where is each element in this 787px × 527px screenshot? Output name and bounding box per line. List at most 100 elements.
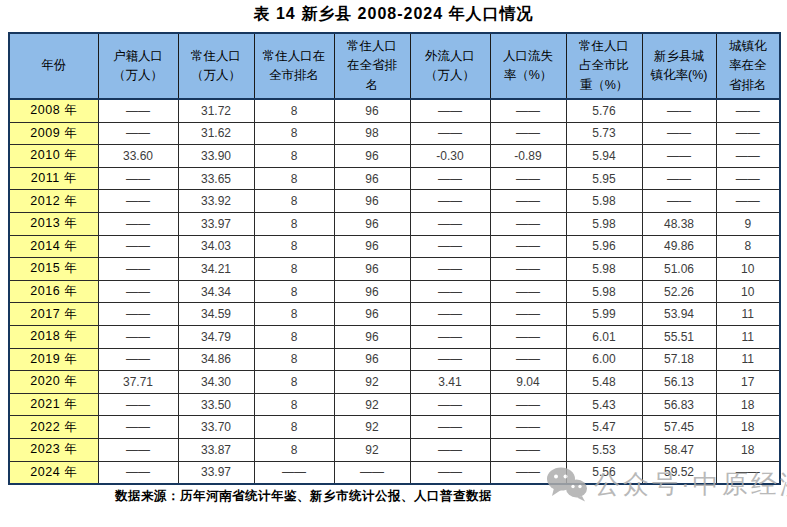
data-cell: —— <box>490 122 566 145</box>
year-cell: 2010 年 <box>9 145 98 168</box>
year-cell: 2017 年 <box>9 303 98 326</box>
data-cell: 33.92 <box>178 190 254 213</box>
column-header: 新乡县城镇化率(%) <box>642 33 716 99</box>
data-cell: —— <box>716 167 780 190</box>
column-header: 人口流失率（%） <box>490 33 566 99</box>
data-cell: —— <box>642 122 716 145</box>
data-cell: —— <box>98 99 178 122</box>
data-cell: 8 <box>254 258 334 281</box>
data-cell: 92 <box>334 371 410 394</box>
data-cell: —— <box>490 258 566 281</box>
data-cell: 33.50 <box>178 393 254 416</box>
data-cell: 17 <box>716 371 780 394</box>
table-row: 2008 年——31.72896————5.76———— <box>9 99 780 122</box>
data-cell: —— <box>98 393 178 416</box>
data-cell: 8 <box>254 348 334 371</box>
data-cell: —— <box>490 99 566 122</box>
column-header: 城镇化率在全省排名 <box>716 33 780 99</box>
data-cell: 5.76 <box>566 99 642 122</box>
data-cell: 8 <box>254 303 334 326</box>
data-cell: 8 <box>254 416 334 439</box>
data-cell: -0.89 <box>490 145 566 168</box>
year-cell: 2009 年 <box>9 122 98 145</box>
data-cell: 5.98 <box>566 212 642 235</box>
data-cell: —— <box>490 235 566 258</box>
data-cell: —— <box>716 122 780 145</box>
data-cell: 49.86 <box>642 235 716 258</box>
year-cell: 2013 年 <box>9 212 98 235</box>
data-cell: —— <box>642 145 716 168</box>
column-header: 外流人口（万人） <box>410 33 490 99</box>
data-cell: 37.71 <box>98 371 178 394</box>
data-cell: —— <box>716 190 780 213</box>
data-source-note: 数据来源：历年河南省统计年鉴、新乡市统计公报、人口普查数据 <box>115 488 787 505</box>
data-cell: 5.53 <box>566 438 642 461</box>
page-title: 表 14 新乡县 2008-2024 年人口情况 <box>0 0 787 25</box>
data-cell: 34.30 <box>178 371 254 394</box>
data-cell: 96 <box>334 325 410 348</box>
data-cell: 96 <box>334 348 410 371</box>
column-header: 常住人口在全省排名 <box>334 33 410 99</box>
data-cell: —— <box>410 280 490 303</box>
data-cell: 57.18 <box>642 348 716 371</box>
data-cell: 8 <box>254 99 334 122</box>
table-row: 2022 年——33.70892————5.4757.4518 <box>9 416 780 439</box>
data-cell: 34.59 <box>178 303 254 326</box>
data-cell: 11 <box>716 325 780 348</box>
data-cell: 33.97 <box>178 212 254 235</box>
table-row: 2020 年37.7134.308923.419.045.4856.1317 <box>9 371 780 394</box>
column-header: 户籍人口（万人） <box>98 33 178 99</box>
data-cell: —— <box>98 348 178 371</box>
data-cell: 5.99 <box>566 303 642 326</box>
data-cell: 33.90 <box>178 145 254 168</box>
data-cell: 96 <box>334 167 410 190</box>
table-row: 2024 年——33.97————————5.5659.52—— <box>9 461 780 484</box>
data-cell: 8 <box>254 438 334 461</box>
data-cell: 5.73 <box>566 122 642 145</box>
data-cell: 8 <box>254 371 334 394</box>
data-cell: 59.52 <box>642 461 716 484</box>
data-cell: -0.30 <box>410 145 490 168</box>
data-cell: —— <box>410 258 490 281</box>
data-cell: —— <box>98 303 178 326</box>
data-cell: 33.87 <box>178 438 254 461</box>
year-cell: 2012 年 <box>9 190 98 213</box>
table-row: 2019 年——34.86896————6.0057.1811 <box>9 348 780 371</box>
data-cell: 8 <box>254 145 334 168</box>
data-cell: —— <box>98 212 178 235</box>
data-cell: —— <box>98 461 178 484</box>
column-header: 常住人口占全市比重（%） <box>566 33 642 99</box>
data-cell: 8 <box>254 122 334 145</box>
data-cell: 5.56 <box>566 461 642 484</box>
data-cell: —— <box>716 461 780 484</box>
data-cell: —— <box>490 461 566 484</box>
data-cell: 5.47 <box>566 416 642 439</box>
data-cell: 8 <box>254 235 334 258</box>
data-cell: 51.06 <box>642 258 716 281</box>
data-cell: —— <box>716 145 780 168</box>
data-cell: 56.83 <box>642 393 716 416</box>
data-cell: 48.38 <box>642 212 716 235</box>
data-cell: —— <box>490 348 566 371</box>
data-cell: —— <box>410 190 490 213</box>
data-cell: 5.98 <box>566 190 642 213</box>
data-cell: —— <box>410 325 490 348</box>
data-cell: 98 <box>334 122 410 145</box>
data-cell: —— <box>98 167 178 190</box>
data-cell: 10 <box>716 258 780 281</box>
year-cell: 2024 年 <box>9 461 98 484</box>
data-cell: —— <box>490 167 566 190</box>
data-cell: —— <box>410 393 490 416</box>
data-cell: 33.70 <box>178 416 254 439</box>
data-cell: —— <box>410 122 490 145</box>
data-cell: —— <box>490 325 566 348</box>
data-cell: 5.43 <box>566 393 642 416</box>
table-row: 2017 年——34.59896————5.9953.9411 <box>9 303 780 326</box>
data-cell: 96 <box>334 190 410 213</box>
year-cell: 2016 年 <box>9 280 98 303</box>
data-cell: 53.94 <box>642 303 716 326</box>
header-row: 年份户籍人口（万人）常住人口（万人）常住人口在全市排名常住人口在全省排名外流人口… <box>9 33 780 99</box>
table-row: 2011 年——33.65896————5.95———— <box>9 167 780 190</box>
data-cell: —— <box>410 348 490 371</box>
data-cell: —— <box>98 190 178 213</box>
